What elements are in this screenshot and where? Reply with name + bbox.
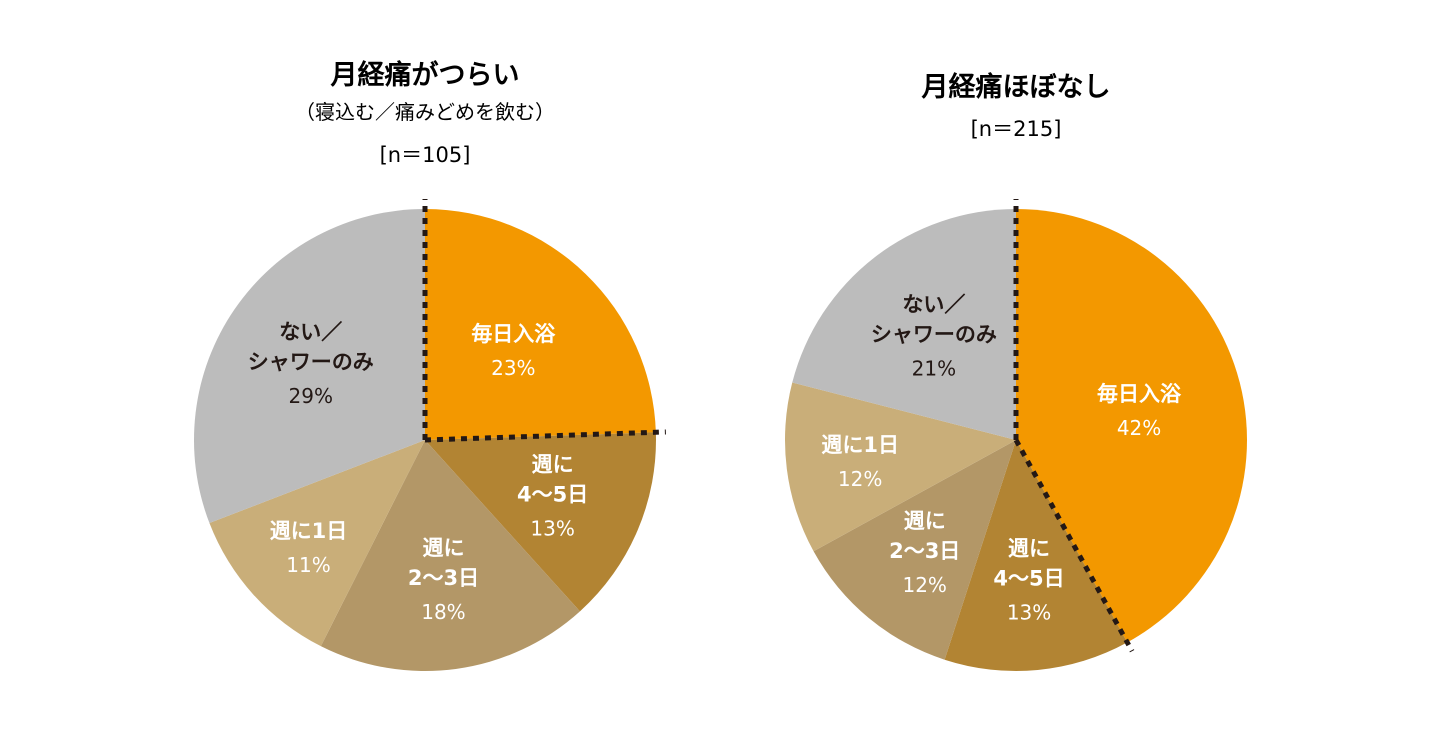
chart-2-slice-1-label: 毎日入浴 42%: [1097, 382, 1182, 440]
chart-2-slice-3: [813, 440, 1016, 660]
chart-1-slice-2-value: 13%: [530, 517, 574, 541]
chart-2-sample-size: [n＝215]: [971, 117, 1062, 141]
chart-1-slice-5-label: ない／ シャワーのみ 29%: [248, 320, 374, 408]
chart-2-divider-after-first: [1013, 438, 1135, 653]
chart-1-slice-2-category: 4〜5日: [517, 483, 588, 507]
chart-1-slice-5-value: 29%: [289, 384, 333, 408]
chart-2-slice-3-label: 週に 2〜3日 12%: [889, 509, 960, 597]
chart-2-slice-2-value: 13%: [1007, 600, 1051, 624]
chart-1-subtitle: （寝込む／痛みどめを飲む）: [295, 100, 555, 124]
chart-1-slice-5-category: ない／: [279, 320, 342, 344]
chart-1-slice-3-value: 18%: [421, 600, 465, 624]
chart-1-slice-5: [193, 209, 425, 524]
chart-1-title: 月経痛がつらい: [330, 59, 520, 91]
chart-1-slice-4-value: 11%: [286, 553, 330, 577]
chart-2-slice-3-category: 2〜3日: [889, 539, 960, 563]
chart-1-slice-4: [209, 440, 425, 647]
chart-2-slice-2-category: 4〜5日: [993, 566, 1064, 590]
chart-1-slice-2-category: 週に: [532, 453, 574, 477]
chart-1-header: 月経痛がつらい （寝込む／痛みどめを飲む） [n＝105]: [295, 59, 555, 167]
chart-2-slice-1: [1016, 209, 1248, 643]
chart-1-slice-3-category: 週に: [422, 536, 464, 560]
chart-1-slice-3: [320, 440, 580, 672]
chart-1-slice-2-label: 週に 4〜5日 13%: [517, 453, 588, 541]
chart-1-slice-3-category: 2〜3日: [408, 566, 479, 590]
chart-2-slice-5-label: ない／ シャワーのみ 21%: [871, 293, 997, 381]
chart-2-title: 月経痛ほぼなし: [921, 71, 1111, 103]
chart-1-slice-4-category: 週に1日: [270, 519, 348, 543]
chart-1-slice-1-label: 毎日入浴 23%: [471, 322, 556, 380]
chart-1-slice-2: [425, 432, 656, 612]
chart-1-pie: 毎日入浴 23% 週に 4〜5日 13% 週に 2〜3日 18% 週に1日 11% ない／ シャワーの…: [193, 199, 666, 672]
chart-2-slice-4: [785, 382, 1016, 552]
chart-2-slice-2: [944, 440, 1128, 671]
chart-2-slice-5: [792, 209, 1016, 440]
chart-1-slice-1-category: 毎日入浴: [471, 322, 556, 346]
chart-1-slice-5-category: シャワーのみ: [248, 350, 374, 374]
chart-2-slice-2-label: 週に 4〜5日 13%: [993, 536, 1064, 624]
chart-2-slice-1-value: 42%: [1117, 416, 1161, 440]
chart-2-slice-5-category: ない／: [902, 293, 965, 317]
chart-1-slice-1-value: 23%: [491, 356, 535, 380]
chart-2-slice-4-category: 週に1日: [821, 433, 899, 457]
chart-2-slice-2-category: 週に: [1008, 536, 1050, 560]
chart-2-slice-1-category: 毎日入浴: [1097, 382, 1182, 406]
chart-2-slice-3-value: 12%: [902, 573, 946, 597]
chart-1-slice-1: [425, 209, 656, 440]
chart-2-slice-5-value: 21%: [912, 357, 956, 381]
chart-2-pie: 毎日入浴 42% 週に 4〜5日 13% 週に 2〜3日 12% 週に1日 12% ない／ シャワーの…: [785, 199, 1248, 671]
chart-1-slice-4-label: 週に1日 11%: [270, 519, 348, 577]
chart-2-slice-4-value: 12%: [838, 467, 882, 491]
chart-1-divider-after-first: [424, 429, 666, 443]
chart-1-slice-3-label: 週に 2〜3日 18%: [408, 536, 479, 624]
chart-2-header: 月経痛ほぼなし [n＝215]: [921, 71, 1111, 141]
chart-2-slice-3-category: 週に: [904, 509, 946, 533]
chart-1-sample-size: [n＝105]: [380, 143, 471, 167]
chart-2-slice-5-category: シャワーのみ: [871, 323, 997, 347]
chart-2-slice-4-label: 週に1日 12%: [821, 433, 899, 491]
